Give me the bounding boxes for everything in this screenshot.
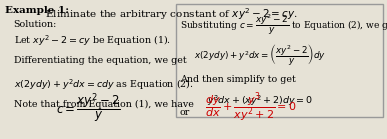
Text: $\dfrac{dy}{dx} + \dfrac{y^3}{xy^2 + 2} = 0$: $\dfrac{dy}{dx} + \dfrac{y^3}{xy^2 + 2} … [205,90,297,124]
Text: $x(2ydy) + y^2dx = \left(\dfrac{xy^2 - 2}{y}\right)dy$: $x(2ydy) + y^2dx = \left(\dfrac{xy^2 - 2… [194,42,326,67]
Text: Solution:: Solution: [14,20,57,29]
Text: $c = \dfrac{xy^2 - 2}{y}$: $c = \dfrac{xy^2 - 2}{y}$ [56,92,121,125]
Text: $y^3dx + (xy^2 + 2)dy = 0$: $y^3dx + (xy^2 + 2)dy = 0$ [207,93,313,108]
Text: Let $xy^2 - 2 = cy$ be Equation (1).: Let $xy^2 - 2 = cy$ be Equation (1). [14,33,171,48]
Text: or: or [180,108,190,117]
Text: Note that from Equation (1), we have: Note that from Equation (1), we have [14,100,194,109]
Text: And then simplify to get: And then simplify to get [180,75,296,84]
Text: Eliminate the arbitrary constant of $xy^2 - 2 = cy$.: Eliminate the arbitrary constant of $xy^… [42,6,298,22]
Text: Example 1:: Example 1: [5,6,69,15]
FancyBboxPatch shape [176,4,383,117]
Text: $x(2ydy) + y^2dx = cdy$ as Equation (2).: $x(2ydy) + y^2dx = cdy$ as Equation (2). [14,78,193,92]
Text: Substituting $c = \dfrac{xy^2-2}{y}$ to Equation (2), we get: Substituting $c = \dfrac{xy^2-2}{y}$ to … [180,13,387,37]
Text: Differentiating the equation, we get: Differentiating the equation, we get [14,56,186,65]
